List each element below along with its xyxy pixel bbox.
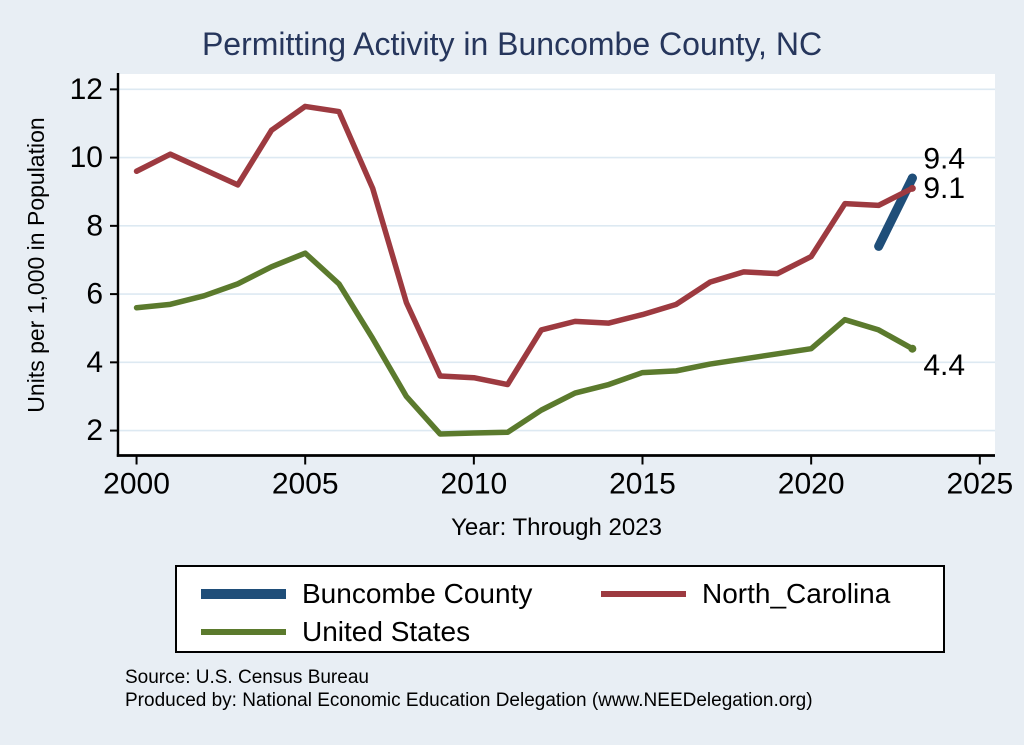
legend-item-buncombe-county: Buncombe County (201, 578, 601, 610)
legend-item-north-carolina: North_Carolina (601, 578, 890, 610)
y-tick-label-12: 12 (70, 73, 103, 106)
series-end-marker-buncombe-county (907, 173, 917, 183)
x-tick-label-2025: 2025 (946, 468, 1013, 501)
line-chart: 2 4 6 8 10 12 2000 2005 2010 2015 2020 2025 9.49.1 4.… (70, 73, 1014, 501)
source-note: Source: U.S. Census Bureau Produced by: … (125, 666, 813, 712)
series-end-label-buncombe-county: 9.4 (923, 143, 965, 176)
x-axis-label: Year: Through 2023 (451, 514, 662, 541)
legend-label: North_Carolina (702, 578, 891, 609)
legend: Buncombe County North_Carolina United St… (175, 565, 945, 653)
series-end-marker-united-states (908, 344, 917, 353)
x-tick-label-2015: 2015 (609, 468, 676, 501)
y-tick-label-4: 4 (86, 346, 103, 379)
series-end-label-united-states: 4.4 (923, 349, 965, 382)
series-line-united-states (133, 250, 916, 437)
y-tick-label-10: 10 (70, 141, 103, 174)
legend-swatch-united-states (201, 629, 286, 635)
x-tick-label-2005: 2005 (272, 468, 339, 501)
x-tick-label-2000: 2000 (103, 468, 170, 501)
y-tick-label-2: 2 (86, 414, 103, 447)
legend-swatch-north-carolina (601, 591, 686, 597)
legend-row: Buncombe County North_Carolina (201, 575, 943, 613)
series-end-marker-north-carolina (908, 184, 916, 192)
legend-swatch-buncombe-county (201, 589, 286, 599)
x-tick-label-2020: 2020 (778, 468, 845, 501)
series-line-north-carolina (133, 103, 916, 388)
x-tick-label-2010: 2010 (440, 468, 507, 501)
legend-label: United States (302, 616, 471, 647)
produced-by-line: Produced by: National Economic Education… (125, 690, 813, 711)
legend-item-united-states: United States (201, 616, 601, 648)
chart-title: Permitting Activity in Buncombe County, … (201, 26, 823, 62)
series-end-label-north-carolina: 9.1 (923, 172, 965, 205)
plot-area (118, 74, 995, 456)
legend-label: Buncombe County (302, 578, 533, 609)
legend-row: United States (201, 613, 943, 651)
y-tick-label-6: 6 (86, 278, 103, 311)
y-tick-label-8: 8 (86, 209, 103, 242)
source-line: Source: U.S. Census Bureau (125, 667, 369, 688)
